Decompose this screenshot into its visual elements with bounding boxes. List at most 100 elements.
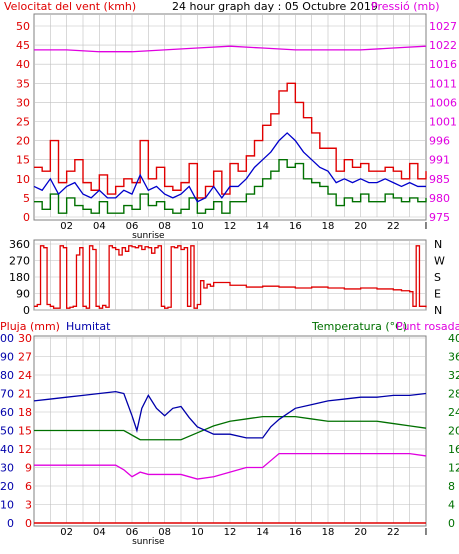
humidity-y-tick-label: 30 [0,462,14,475]
rain-y-tick-label: 30 [18,332,32,345]
x-tick-label: 04 [93,221,106,232]
humidity-y-tick-label: 90 [0,351,14,364]
temperature-y-tick-label: 12 [448,462,459,475]
rain-title: Pluja (mm) [0,320,60,333]
temperature-y-tick-label: 20 [448,425,459,438]
wind-y-tick-label: 25 [16,116,30,129]
wind-y-tick-label: 20 [16,135,30,148]
compass-tick-label: S [434,271,441,284]
x-tick-label: 02 [60,527,73,538]
rain-y-tick-label: 3 [25,499,32,512]
rain-y-tick-label: 21 [18,388,32,401]
humidity-panel-series [33,390,427,524]
compass-tick-label: N [434,238,442,251]
x-tick-label: 06 [126,221,139,232]
temperature-y-tick-label: 28 [448,388,459,401]
wind-y-tick-label: 40 [16,58,30,71]
humidity-y-tick-label: 0 [7,517,14,530]
wind-y-tick-label: 10 [16,173,30,186]
x-tick-label: 22 [387,221,400,232]
wind-title: Velocitat del vent (kmh) [4,0,136,13]
temperature-title: Temperatura (°C) [311,320,407,333]
pressure-y-tick-label: 985 [429,173,450,186]
temperature-y-tick-label: 8 [448,480,455,493]
x-tick-label: 08 [158,527,171,538]
wind-y-tick-label: 5 [23,192,30,205]
x-tick-label: 14 [256,527,269,538]
pressure-title: Pressió (mb) [371,0,440,13]
chart-title: 24 hour graph day : 05 Octubre 2019 [172,0,378,13]
humidity-y-tick-label: 100 [0,332,14,345]
direction-panel-grid [34,240,426,311]
humidity-title: Humitat [66,320,111,333]
x-tick-label: 20 [354,527,367,538]
base-wind-line [34,159,427,214]
compass-tick-label: W [434,255,445,268]
x-tick-label: 06 [126,527,139,538]
dew-point-title: Punt rosada [396,320,459,333]
wind-y-tick-label: 0 [23,211,30,224]
temperature-y-tick-label: 40 [448,332,459,345]
temperature-y-tick-label: 32 [448,369,459,382]
x-tick-label: 16 [289,527,302,538]
wind-y-tick-label: 35 [16,77,30,90]
humidity-y-tick-label: 80 [0,369,14,382]
pressure-y-tick-label: 1006 [429,96,457,109]
dew-point-line [34,452,427,480]
direction-y-tick-label: 270 [9,255,30,268]
pressure-y-tick-label: 975 [429,211,450,224]
x-axis-label: sunrise [132,537,165,547]
pressure-y-tick-label: 980 [429,192,450,205]
humidity-y-tick-label: 70 [0,388,14,401]
x-tick-label: 12 [224,221,237,232]
x-tick-label: 14 [256,221,269,232]
pressure-y-tick-label: 1027 [429,20,457,33]
rain-y-tick-label: 15 [18,425,32,438]
pressure-y-tick-label: 1022 [429,39,457,52]
rain-y-tick-label: 27 [18,351,32,364]
direction-y-tick-label: 90 [16,288,30,301]
direction-y-tick-label: 180 [9,271,30,284]
temperature-y-tick-label: 16 [448,443,459,456]
x-tick-label: 22 [387,527,400,538]
humidity-y-tick-label: 40 [0,443,14,456]
direction-y-tick-label: 360 [9,238,30,251]
wind-y-tick-label: 30 [16,96,30,109]
x-tick-label: 04 [93,527,106,538]
pressure-y-tick-label: 1016 [429,58,457,71]
x-tick-label: 12 [224,527,237,538]
pressure-y-tick-label: 1001 [429,116,457,129]
pressure-y-tick-label: 1011 [429,77,457,90]
axis-tick-labels: 0510152025303540455097598098599199610011… [0,20,459,547]
gust-line [34,82,427,199]
rain-y-tick-label: 6 [25,480,32,493]
direction-y-tick-label: 0 [23,304,30,317]
x-tick-label: I [425,527,428,538]
wind-y-tick-label: 50 [16,20,30,33]
wind-y-tick-label: 45 [16,39,30,52]
x-tick-label: 10 [191,527,204,538]
x-tick-label: 18 [322,221,335,232]
temperature-y-tick-label: 24 [448,406,459,419]
wind-panel-series [33,45,427,214]
x-tick-label: I [425,221,428,232]
x-axis-label: sunrise [132,231,165,241]
temperature-y-tick-label: 4 [448,499,455,512]
rain-y-tick-label: 18 [18,406,32,419]
x-tick-label: 02 [60,221,73,232]
humidity-y-tick-label: 50 [0,425,14,438]
temperature-line [34,415,427,441]
rain-y-tick-label: 12 [18,443,32,456]
rain-y-tick-label: 24 [18,369,32,382]
rain-y-tick-label: 9 [25,462,32,475]
compass-tick-label: E [434,288,441,301]
humidity-y-tick-label: 60 [0,406,14,419]
avg-wind-line [33,132,426,203]
temperature-y-tick-label: 36 [448,351,459,364]
humidity-y-tick-label: 10 [0,499,14,512]
humidity-y-tick-label: 20 [0,480,14,493]
x-tick-label: 16 [289,221,302,232]
pressure-y-tick-label: 991 [429,154,450,167]
temperature-y-tick-label: 0 [448,517,455,530]
